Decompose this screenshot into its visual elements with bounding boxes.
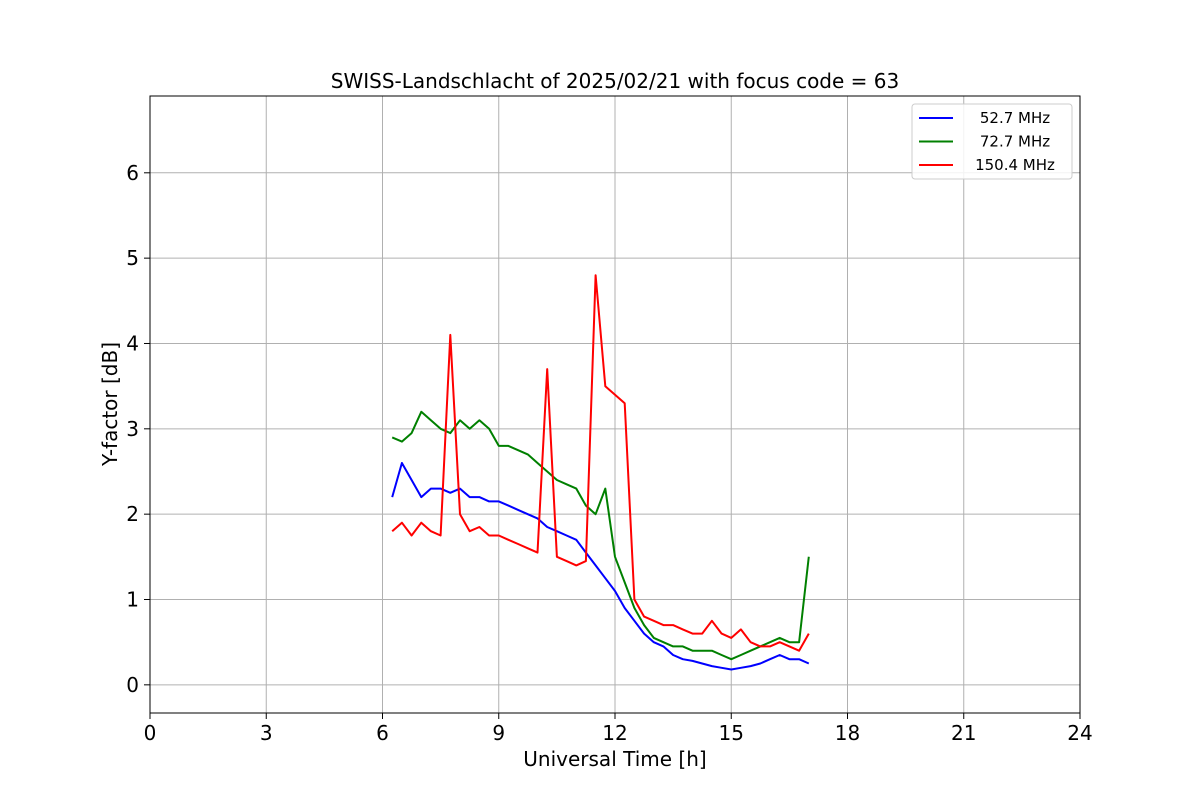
chart-title: SWISS-Landschlacht of 2025/02/21 with fo… (331, 69, 899, 93)
x-tick-label: 6 (376, 721, 389, 745)
x-tick-label: 24 (1067, 721, 1092, 745)
y-tick-label: 0 (126, 673, 139, 697)
y-tick-label: 4 (126, 331, 139, 355)
x-tick-label: 15 (719, 721, 744, 745)
y-tick-label: 6 (126, 161, 139, 185)
y-tick-label: 5 (126, 246, 139, 270)
x-tick-label: 21 (951, 721, 976, 745)
series-layer (391, 274, 810, 671)
x-tick-label: 12 (602, 721, 627, 745)
x-axis-ticks: 0 3 6 9 12 15 18 21 24 (144, 713, 1093, 745)
series-line-2 (391, 410, 810, 661)
legend-label-3: 150.4 MHz (975, 156, 1055, 174)
legend-label-1: 52.7 MHz (980, 109, 1050, 127)
x-tick-label: 18 (835, 721, 860, 745)
y-tick-label: 1 (126, 587, 139, 611)
x-tick-label: 0 (144, 721, 157, 745)
y-tick-label: 3 (126, 417, 139, 441)
x-tick-label: 9 (492, 721, 505, 745)
legend-box (911, 103, 1073, 180)
y-axis-ticks: 0 1 2 3 4 5 6 (126, 161, 150, 697)
y-axis-label: Y-factor [dB] (98, 342, 122, 467)
series-line-1 (391, 462, 810, 671)
x-tick-label: 3 (260, 721, 273, 745)
legend: 52.7 MHz 72.7 MHz 150.4 MHz (911, 103, 1073, 180)
x-axis-label: Universal Time [h] (523, 747, 706, 771)
series-line-3 (391, 274, 810, 652)
y-tick-label: 2 (126, 502, 139, 526)
legend-label-2: 72.7 MHz (980, 133, 1050, 151)
